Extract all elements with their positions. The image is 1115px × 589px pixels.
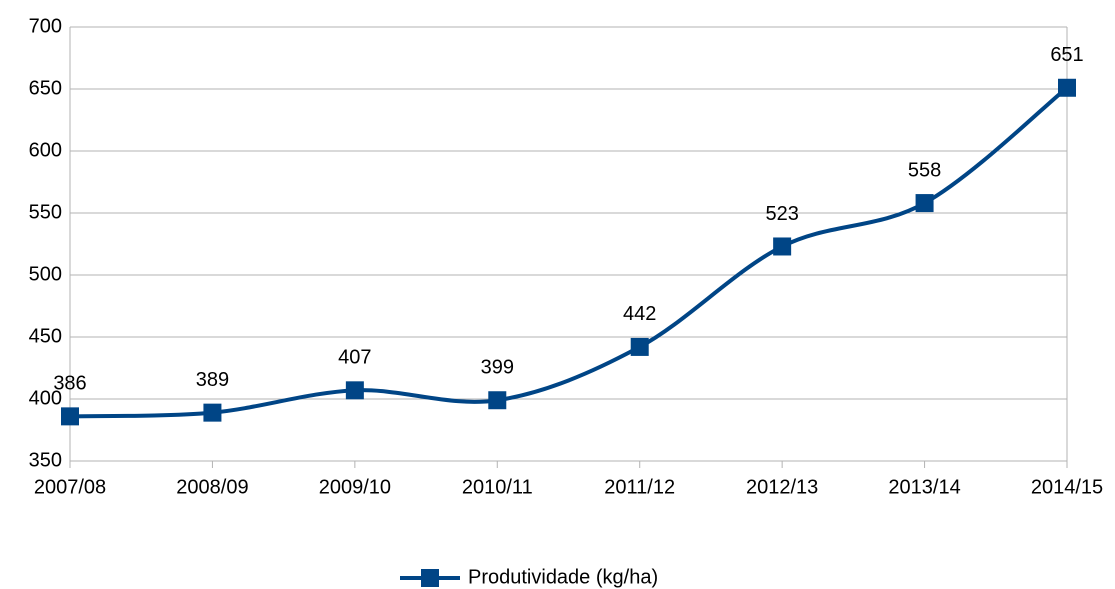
data-label: 386 [53, 373, 86, 395]
data-label: 389 [196, 369, 229, 391]
x-tick-label: 2007/08 [34, 476, 106, 498]
point-marker [488, 391, 507, 410]
y-tick-label: 600 [29, 139, 62, 161]
data-label: 399 [481, 357, 514, 379]
series-line [69, 86, 1069, 419]
x-tick-label: 2010/11 [462, 476, 533, 498]
point-marker [345, 381, 364, 400]
point-marker [203, 403, 222, 422]
y-tick-label: 650 [29, 77, 62, 99]
point-marker [630, 337, 649, 356]
point-marker [773, 237, 792, 256]
data-label: 558 [908, 159, 941, 181]
point-marker [61, 407, 79, 426]
data-label: 407 [338, 347, 371, 369]
y-tick-label: 550 [29, 201, 62, 223]
x-tick-label: 2008/09 [176, 476, 248, 498]
y-tick-label: 500 [29, 263, 62, 285]
y-tick-label: 350 [29, 449, 62, 471]
x-tick-label: 2012/13 [746, 476, 818, 498]
x-tick-label: 2009/10 [319, 476, 391, 498]
point-marker [1058, 78, 1076, 97]
x-tick-label: 2011/12 [604, 476, 675, 498]
data-label: 523 [765, 203, 798, 225]
x-tick-label: 2014/15 [1031, 476, 1103, 498]
y-tick-label: 450 [29, 325, 62, 347]
legend-label: Produtividade (kg/ha) [468, 566, 658, 588]
data-label: 651 [1050, 44, 1083, 66]
legend-marker [421, 569, 439, 587]
y-tick-label: 700 [29, 15, 62, 37]
data-label: 442 [623, 303, 656, 325]
point-marker [915, 194, 934, 213]
y-tick-label: 400 [29, 387, 62, 409]
x-tick-label: 2013/14 [888, 476, 960, 498]
